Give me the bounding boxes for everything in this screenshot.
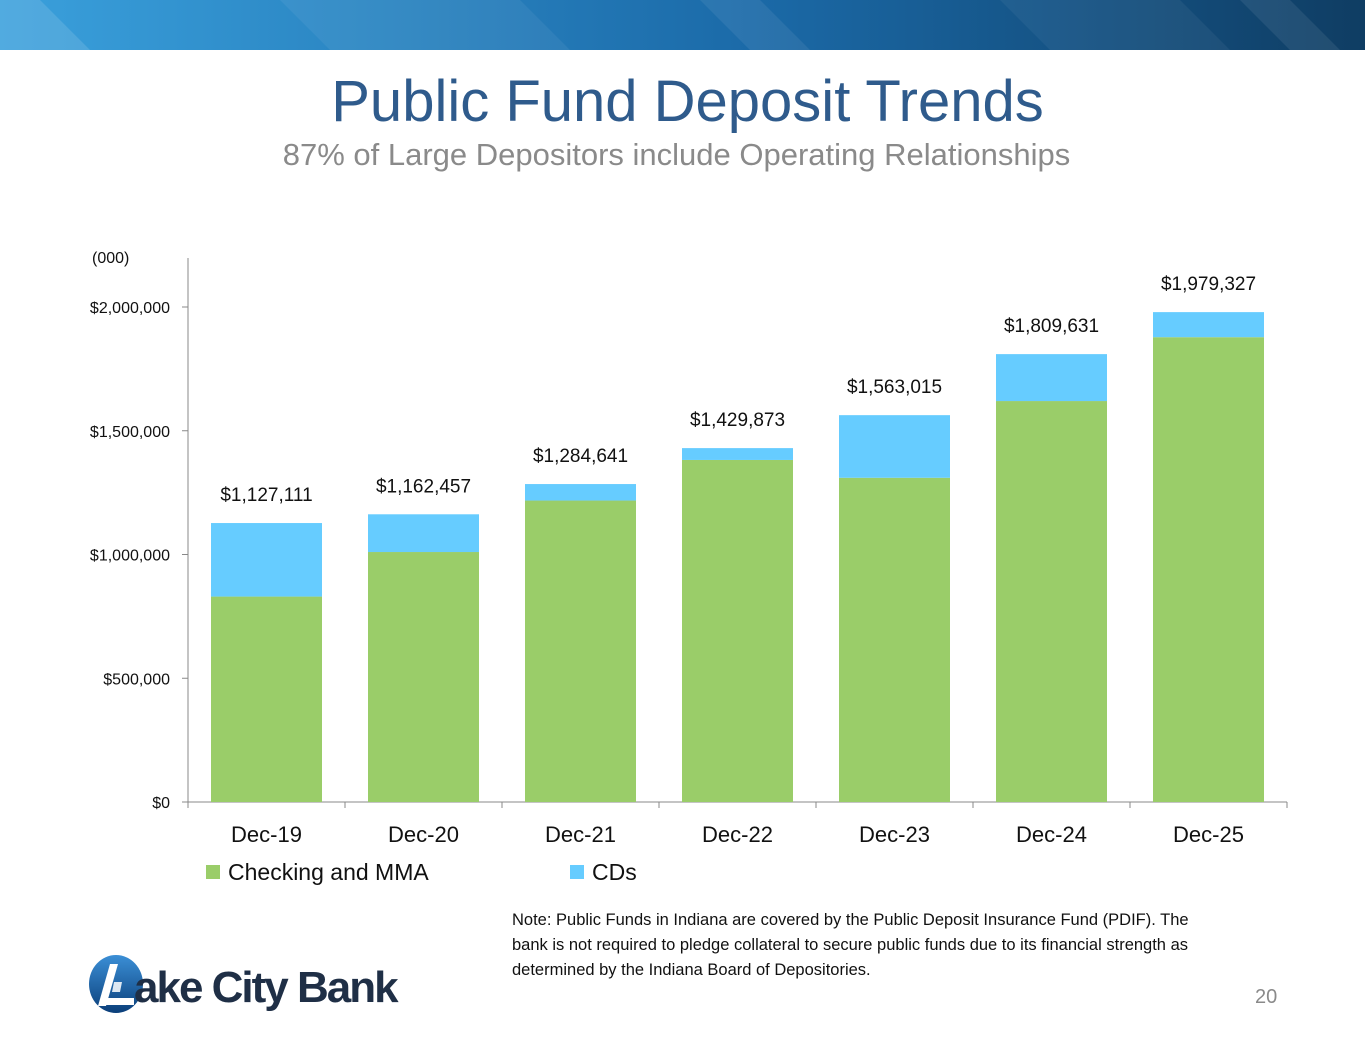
x-tick-label: Dec-25 — [1173, 822, 1244, 847]
x-tick-label: Dec-22 — [702, 822, 773, 847]
bar-cds — [1153, 312, 1264, 338]
y-tick-label: $0 — [152, 795, 170, 812]
page-subtitle: 87% of Large Depositors include Operatin… — [282, 137, 1071, 172]
page-title: Public Fund Deposit Trends — [331, 69, 1044, 134]
legend-label: CDs — [592, 859, 637, 885]
bar-checking-and-mma — [368, 552, 479, 802]
bar-cds — [682, 448, 793, 460]
deposit-trends-chart: $0 $500,000 $1,000,000 $1,500,000 $2,000,000… — [90, 258, 1288, 885]
legend-swatch — [570, 865, 584, 879]
bar-total-label: $1,563,015 — [847, 377, 942, 398]
bar-cds — [211, 523, 322, 597]
units-label: (000) — [92, 250, 130, 267]
bar-total-label: $1,979,327 — [1161, 274, 1256, 295]
x-tick-label: Dec-20 — [388, 822, 459, 847]
y-tick-label: $2,000,000 — [90, 300, 170, 317]
svg-text:ake City Bank: ake City Bank — [134, 963, 399, 1012]
bar-checking-and-mma — [525, 500, 636, 802]
bar-cds — [996, 354, 1107, 402]
footnote: Note: Public Funds in Indiana are covere… — [512, 911, 1189, 979]
lake-city-bank-logo: ake City Bank — [89, 955, 401, 1013]
x-tick-label: Dec-23 — [859, 822, 930, 847]
bar-checking-and-mma — [211, 596, 322, 802]
bar-cds — [839, 415, 950, 478]
bar-checking-and-mma — [839, 477, 950, 802]
legend-label: Checking and MMA — [228, 859, 429, 885]
bar-cds — [368, 514, 479, 553]
bar-total-label: $1,162,457 — [376, 476, 471, 497]
bar-total-label: $1,284,641 — [533, 446, 628, 467]
bar-checking-and-mma — [996, 401, 1107, 802]
bar-checking-and-mma — [1153, 337, 1264, 802]
bar-total-label: $1,809,631 — [1004, 316, 1099, 337]
bar-cds — [525, 484, 636, 501]
bar-checking-and-mma — [682, 459, 793, 802]
x-tick-label: Dec-21 — [545, 822, 616, 847]
page-number: 20 — [1255, 986, 1278, 1008]
bar-total-label: $1,127,111 — [220, 485, 312, 506]
header-banner — [0, 0, 1365, 50]
y-tick-label: $500,000 — [103, 671, 170, 688]
x-tick-label: Dec-19 — [231, 822, 302, 847]
bar-total-label: $1,429,873 — [690, 410, 785, 431]
y-tick-label: $1,000,000 — [90, 548, 170, 565]
y-tick-label: $1,500,000 — [90, 424, 170, 441]
legend-swatch — [206, 865, 220, 879]
x-tick-label: Dec-24 — [1016, 822, 1087, 847]
